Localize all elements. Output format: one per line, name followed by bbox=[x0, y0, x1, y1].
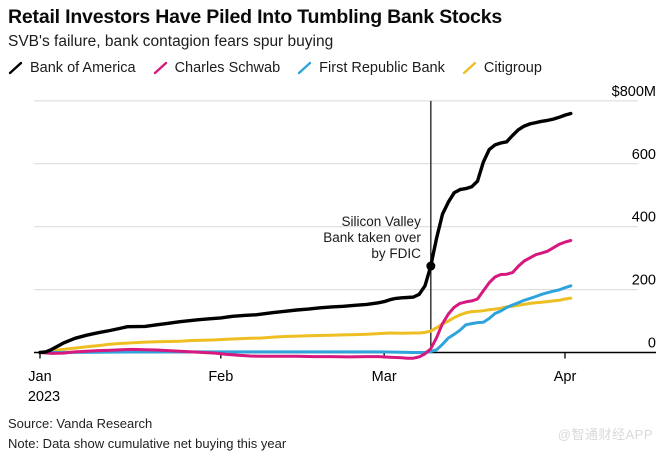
slash-icon bbox=[297, 61, 312, 75]
series-line-bank-of-america bbox=[38, 111, 573, 355]
x-axis-label: Feb bbox=[208, 369, 233, 385]
page-subtitle: SVB's failure, bank contagion fears spur… bbox=[8, 33, 334, 50]
line-chart: $800M 600 400 200 0 Jan 2023 Feb Mar Apr Silicon V… bbox=[28, 85, 656, 405]
legend-label: Citigroup bbox=[483, 60, 542, 76]
chart-legend: Bank of America Charles Schwab First Rep… bbox=[8, 60, 542, 76]
series-line-first-republic-bank bbox=[38, 284, 573, 354]
chart-footer: Source: Vanda Research Note: Data show c… bbox=[8, 414, 286, 451]
watermark: @智通财经APP bbox=[557, 427, 653, 442]
slash-icon bbox=[153, 61, 167, 75]
legend-item-first-republic-bank: First Republic Bank bbox=[297, 60, 445, 76]
legend-item-charles-schwab: Charles Schwab bbox=[153, 60, 281, 76]
x-axis-label: Jan bbox=[28, 369, 51, 385]
annotation-text: Silicon Valley bbox=[342, 214, 422, 229]
y-axis-label: 600 bbox=[632, 147, 656, 163]
data-note: Note: Data show cumulative net buying th… bbox=[8, 436, 287, 451]
y-axis-label: 0 bbox=[648, 336, 656, 352]
legend-item-citigroup: Citigroup bbox=[462, 60, 542, 76]
series-line-citigroup bbox=[38, 296, 573, 354]
event-marker-dot bbox=[426, 261, 436, 271]
slash-icon bbox=[8, 61, 23, 75]
y-axis-label: 200 bbox=[632, 273, 656, 289]
legend-label: First Republic Bank bbox=[319, 60, 445, 76]
x-axis-year-label: 2023 bbox=[28, 389, 60, 405]
series-line-charles-schwab bbox=[38, 239, 573, 360]
legend-label: Bank of America bbox=[30, 60, 136, 76]
legend-item-bank-of-america: Bank of America bbox=[8, 60, 136, 76]
page-title: Retail Investors Have Piled Into Tumblin… bbox=[8, 6, 502, 28]
x-axis-label: Mar bbox=[372, 369, 397, 385]
annotation-text: by FDIC bbox=[371, 246, 421, 261]
annotation-text: Bank taken over bbox=[323, 230, 421, 245]
slash-icon bbox=[462, 61, 477, 75]
legend-label: Charles Schwab bbox=[174, 60, 281, 76]
y-axis-label: 400 bbox=[632, 210, 656, 226]
x-axis-label: Apr bbox=[554, 369, 577, 385]
y-axis-label: $800M bbox=[612, 85, 656, 100]
source-note: Source: Vanda Research bbox=[8, 416, 153, 431]
